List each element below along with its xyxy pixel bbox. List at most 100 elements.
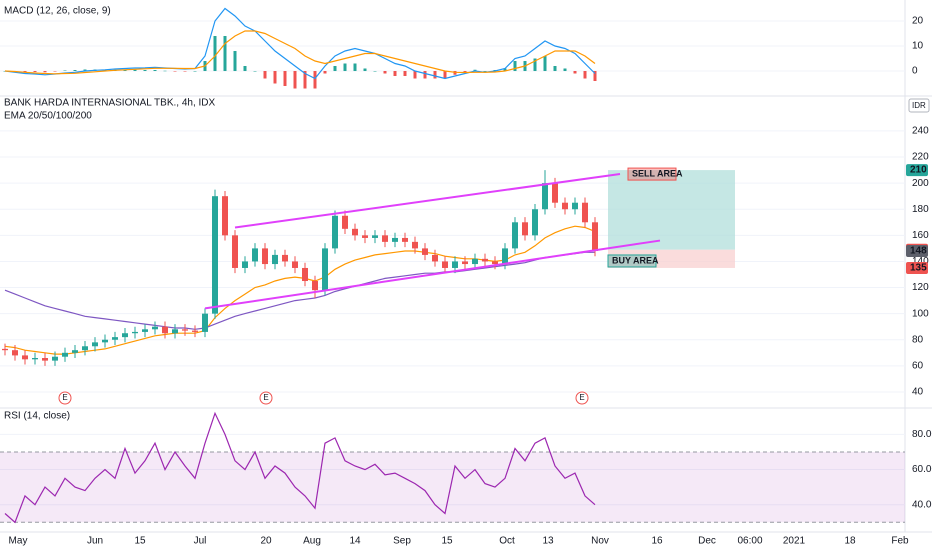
candle-body (212, 196, 218, 314)
histogram-bar (333, 66, 337, 71)
price-label-box (906, 245, 928, 257)
x-tick-label: 20 (260, 536, 272, 547)
candle-body (22, 355, 28, 360)
histogram-bar (533, 58, 537, 71)
trend-line (234, 173, 621, 229)
histogram-bar (53, 71, 57, 72)
histogram-bar (23, 71, 27, 73)
histogram-bar (73, 70, 77, 71)
candle-body (42, 358, 48, 361)
event-marker (575, 391, 589, 405)
y-tick-label: 120 (912, 282, 929, 293)
event-marker (259, 391, 273, 405)
candle-body (12, 350, 18, 356)
x-tick-label: Jul (194, 536, 207, 547)
y-tick-label: 160 (912, 230, 929, 241)
candle-body (502, 248, 508, 265)
candle-body (222, 196, 228, 236)
candle-body (472, 258, 478, 265)
candle-body (282, 254, 288, 262)
candle-body (482, 258, 488, 262)
x-tick-label: 16 (651, 536, 663, 547)
histogram-bar (513, 61, 517, 71)
candle-body (152, 326, 158, 330)
candle-body (412, 241, 418, 249)
histogram-bar (583, 71, 587, 79)
zone (608, 249, 735, 268)
candle-body (182, 329, 188, 331)
candle-body (512, 222, 518, 249)
histogram-bar (503, 68, 507, 71)
candle-body (342, 215, 348, 229)
zone-label: SELL AREA (632, 168, 683, 178)
candle-body (312, 281, 318, 291)
candle-body (452, 261, 458, 268)
price-label: 135 (910, 263, 927, 274)
series-line (4, 411, 596, 524)
zone-label-box (607, 254, 657, 268)
y-tick-label: 60.00 (912, 464, 932, 475)
histogram-bar (243, 66, 247, 71)
histogram-bar (413, 71, 417, 79)
currency-box (908, 98, 930, 113)
y-tick-label: 10 (912, 41, 924, 52)
histogram-bar (163, 70, 167, 72)
candle-body (392, 237, 398, 242)
ema-line (4, 225, 596, 355)
price-label-box (906, 164, 928, 177)
histogram-bar (213, 36, 217, 71)
candle-body (112, 337, 118, 340)
histogram-bar (543, 56, 547, 71)
x-tick-label: May (9, 536, 28, 547)
y-tick-label: 80 (912, 334, 924, 345)
candle-body (2, 348, 8, 351)
x-tick-label: 2021 (783, 536, 806, 547)
trend-line (204, 239, 661, 310)
candle-body (432, 254, 438, 262)
candle-body (232, 235, 238, 268)
candle-body (72, 350, 78, 353)
y-tick-label: 200 (912, 178, 929, 189)
histogram-bar (323, 71, 327, 74)
candle-body (252, 248, 258, 262)
pane-title: RSI (14, close) (4, 411, 70, 422)
zone-label: BUY AREA (612, 255, 659, 265)
y-tick-label: 40 (912, 387, 924, 398)
y-tick-label: 40.00 (912, 499, 932, 510)
y-tick-label: 240 (912, 126, 929, 137)
histogram-bar (193, 71, 197, 72)
zone-label-box (627, 167, 677, 181)
histogram-bar (233, 51, 237, 71)
currency-label: IDR (912, 101, 926, 110)
histogram-bar (393, 71, 397, 76)
y-tick-label: 220 (912, 152, 929, 163)
x-tick-label: 14 (349, 536, 361, 547)
event-label: E (579, 393, 584, 402)
x-tick-label: Jun (87, 536, 103, 547)
histogram-bar (363, 68, 367, 71)
histogram-bar (473, 69, 477, 71)
candle-body (552, 183, 558, 203)
event-label: E (62, 393, 67, 402)
price-label-box (906, 261, 928, 274)
x-tick-label: Nov (591, 536, 609, 547)
histogram-bar (293, 71, 297, 89)
y-tick-label: 0 (912, 66, 918, 77)
candle-body (302, 267, 308, 282)
x-tick-label: Sep (393, 536, 411, 547)
candle-body (92, 342, 98, 347)
candle-body (372, 235, 378, 238)
candle-body (172, 329, 178, 334)
candle-body (532, 209, 538, 236)
candle-body (562, 202, 568, 210)
histogram-bar (313, 71, 317, 89)
candle-body (382, 235, 388, 242)
price-label: 210 (910, 165, 927, 176)
pane-subtitle: EMA 20/50/100/200 (4, 111, 92, 122)
histogram-bar (303, 71, 307, 89)
histogram-bar (263, 71, 267, 79)
histogram-bar (573, 71, 577, 74)
series-line (4, 30, 596, 75)
histogram-bar (133, 69, 137, 71)
candle-body (582, 202, 588, 223)
